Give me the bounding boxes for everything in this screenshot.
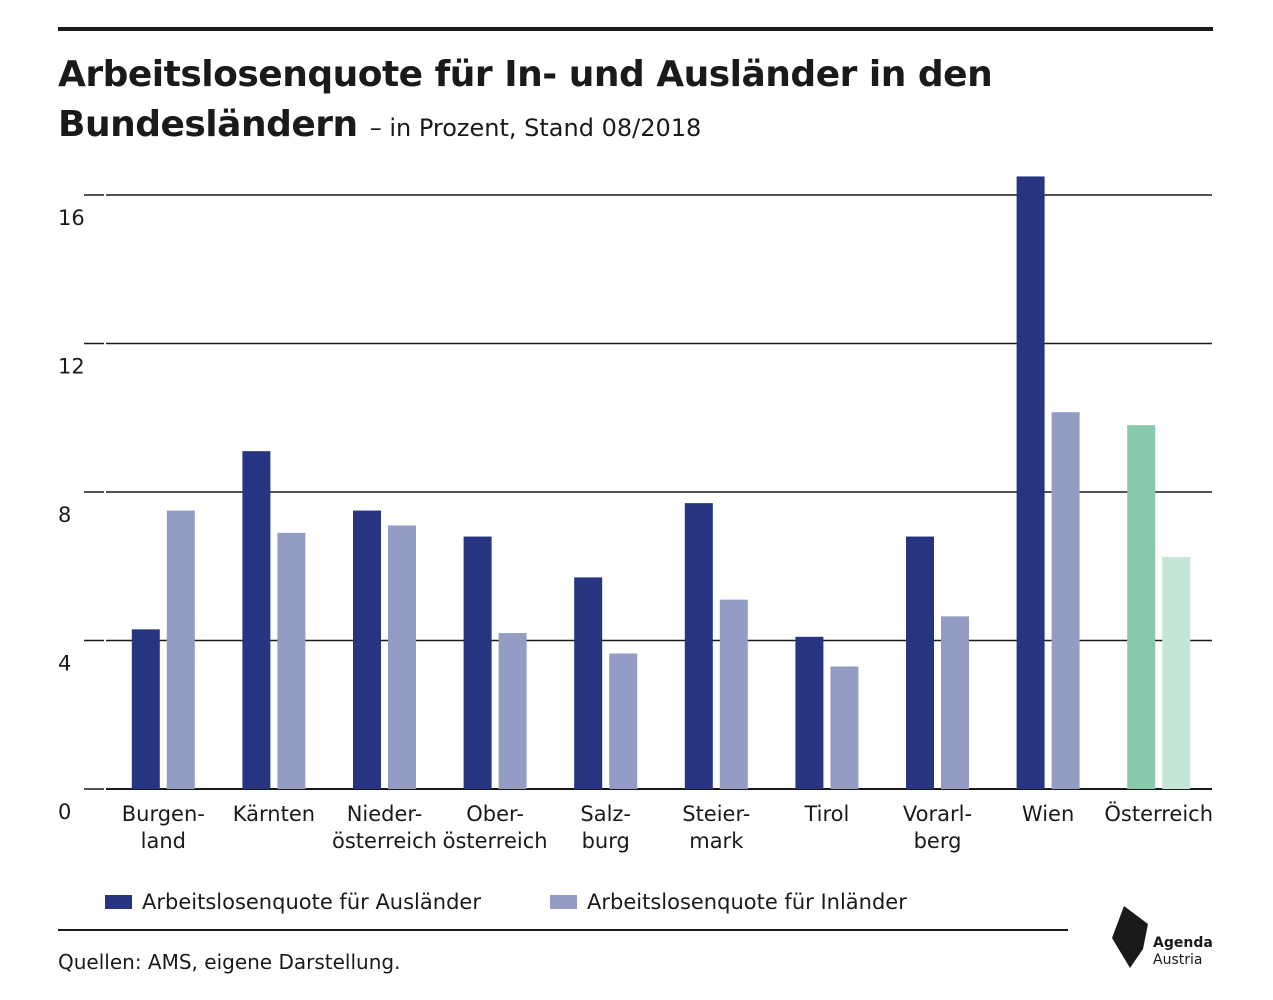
bar-auslaender — [906, 536, 934, 789]
bar-chart: 0 4 8 12 16 Burgen-land Kärnten Nieder-österrei… — [58, 176, 1213, 853]
legend-item-inlaender: Arbeitslosenquote für Inländer — [550, 888, 907, 916]
x-tick-label: berg — [914, 829, 962, 853]
x-tick-label: Österreich — [1104, 801, 1213, 826]
x-tick-label: Tirol — [803, 802, 849, 826]
x-tick-label: Ober- — [466, 802, 524, 826]
label-layer: 0 4 8 12 16 Burgen-land Kärnten Nieder-österrei… — [58, 206, 1213, 853]
legend-swatch-auslaender — [105, 895, 132, 909]
bar-layer — [131, 176, 1191, 789]
x-tick-label: Vorarl- — [903, 802, 972, 826]
top-rule — [58, 27, 1213, 31]
chart-title-line-2-text: Bundesländern — [58, 104, 358, 145]
source-note: Quellen: AMS, eigene Darstellung. — [58, 950, 401, 974]
bar-inlaender — [498, 633, 527, 789]
x-tick-label: Kärnten — [233, 802, 315, 826]
bar-auslaender — [353, 510, 381, 789]
bar-auslaender — [1016, 176, 1045, 789]
bar-inlaender — [1051, 412, 1080, 789]
x-tick-label: österreich — [443, 829, 548, 853]
x-tick-label: Nieder- — [347, 802, 423, 826]
bar-inlaender — [941, 616, 969, 789]
bar-inlaender — [388, 525, 416, 789]
y-tick-label: 0 — [58, 800, 71, 824]
chart-subtitle: – in Prozent, Stand 08/2018 — [369, 114, 702, 142]
y-tick-label: 8 — [58, 503, 71, 527]
y-tick-label: 16 — [58, 206, 85, 230]
y-tick-label: 4 — [58, 652, 71, 676]
logo-text-austria: Austria — [1153, 952, 1203, 968]
bar-inlaender — [830, 666, 859, 789]
x-tick-label: Burgen- — [122, 802, 205, 826]
x-tick-label: Salz- — [580, 802, 631, 826]
x-tick-label: Steier- — [682, 802, 750, 826]
logo-text-agenda: Agenda — [1153, 935, 1213, 951]
bar-inlaender — [1162, 556, 1191, 789]
bar-auslaender — [574, 577, 603, 789]
chart-title-line-2: Bundesländern – in Prozent, Stand 08/201… — [58, 104, 701, 145]
bottom-rule — [58, 929, 1068, 931]
legend-label-inlaender: Arbeitslosenquote für Inländer — [587, 890, 907, 914]
x-tick-label: land — [141, 829, 186, 853]
bar-inlaender — [277, 532, 306, 789]
bar-inlaender — [719, 599, 748, 789]
legend-swatch-inlaender — [550, 895, 577, 909]
legend-label-auslaender: Arbeitslosenquote für Ausländer — [142, 890, 481, 914]
y-tick-label: 12 — [58, 355, 85, 379]
x-tick-label: burg — [582, 829, 630, 853]
logo-mark-icon — [1112, 906, 1148, 968]
x-tick-label: österreich — [332, 829, 437, 853]
bar-auslaender — [1127, 425, 1156, 789]
legend-item-auslaender: Arbeitslosenquote für Ausländer — [105, 888, 481, 916]
bar-inlaender — [609, 653, 638, 789]
x-tick-label: mark — [689, 829, 744, 853]
bar-inlaender — [166, 510, 195, 789]
x-tick-label: Wien — [1022, 802, 1074, 826]
bar-auslaender — [795, 636, 824, 789]
bar-auslaender — [242, 451, 271, 789]
bar-auslaender — [684, 503, 713, 789]
chart-title-line-1: Arbeitslosenquote für In- und Ausländer … — [58, 54, 993, 95]
bar-auslaender — [131, 629, 160, 789]
bar-auslaender — [463, 536, 492, 789]
agenda-austria-logo: Agenda Austria — [1110, 902, 1225, 972]
